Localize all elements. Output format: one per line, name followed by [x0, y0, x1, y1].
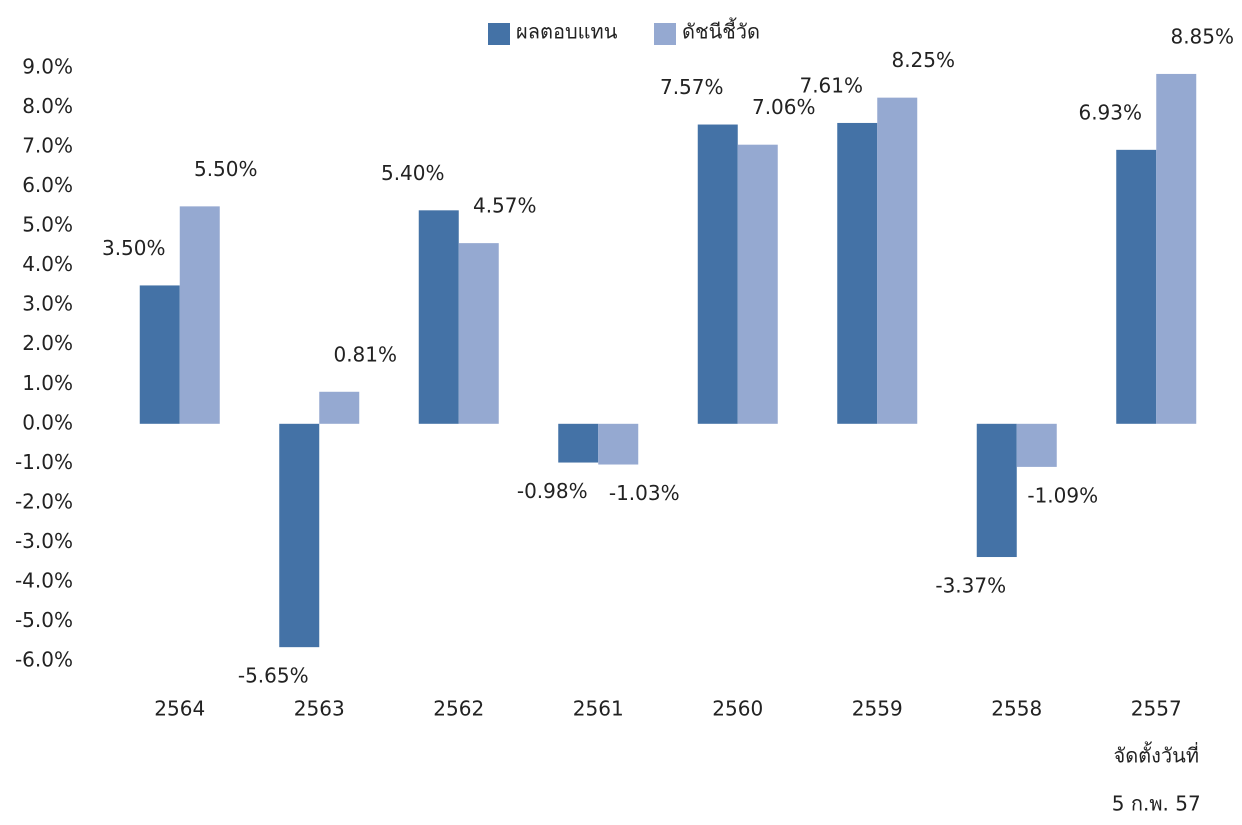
y-tick-label: 2.0%	[22, 331, 73, 355]
y-tick-label: 0.0%	[22, 410, 73, 434]
y-tick-label: -6.0%	[15, 648, 73, 672]
bar	[319, 391, 360, 424]
data-label: 7.61%	[799, 73, 863, 97]
y-tick-label: 4.0%	[22, 252, 73, 276]
x-tick-label: 2561	[573, 697, 624, 721]
x-tick-label: 2559	[852, 697, 903, 721]
y-tick-label: -3.0%	[15, 529, 73, 553]
data-label: 7.57%	[660, 75, 724, 99]
y-tick-label: 3.0%	[22, 292, 73, 316]
y-tick-label: -4.0%	[15, 568, 73, 592]
x-tick-note: จัดตั้งวันที่	[1113, 742, 1199, 768]
bar	[179, 206, 220, 424]
y-tick-label: 7.0%	[22, 134, 73, 158]
x-tick-label: 2563	[294, 697, 345, 721]
data-label: 5.50%	[194, 157, 258, 181]
legend-label: ดัชนีชี้วัด	[682, 18, 760, 44]
data-label: 7.06%	[752, 95, 816, 119]
y-tick-label: 9.0%	[22, 55, 73, 79]
bar	[279, 423, 320, 648]
y-tick-label: -1.0%	[15, 450, 73, 474]
legend-label: ผลตอบแทน	[516, 20, 618, 44]
data-label: 8.25%	[891, 48, 955, 72]
x-tick-label: 2557	[1131, 697, 1182, 721]
legend-swatch	[488, 23, 510, 45]
data-label: -1.09%	[1027, 483, 1098, 507]
bar	[458, 243, 499, 424]
x-tick-label: 2564	[154, 697, 205, 721]
x-tick-label: 2560	[712, 697, 763, 721]
y-tick-label: 5.0%	[22, 213, 73, 237]
bar	[1116, 149, 1157, 424]
y-tick-label: -2.0%	[15, 489, 73, 513]
data-label: -5.65%	[238, 664, 309, 688]
x-tick-label: 2562	[433, 697, 484, 721]
y-tick-label: -5.0%	[15, 608, 73, 632]
data-label: 8.85%	[1170, 24, 1234, 48]
data-label: -1.03%	[609, 481, 680, 505]
bar	[976, 423, 1017, 558]
bar	[139, 285, 180, 424]
x-tick-label: 2558	[991, 697, 1042, 721]
data-label: -0.98%	[517, 479, 588, 503]
data-label: 3.50%	[102, 236, 166, 260]
bar	[877, 97, 918, 424]
y-tick-label: 6.0%	[22, 173, 73, 197]
bar	[737, 144, 778, 424]
bar	[1016, 423, 1057, 467]
bar	[558, 423, 599, 463]
y-tick-label: 8.0%	[22, 94, 73, 118]
data-label: 4.57%	[473, 194, 537, 218]
data-label: 0.81%	[333, 342, 397, 366]
bar	[1156, 73, 1197, 424]
bar	[837, 122, 878, 424]
data-label: -3.37%	[935, 574, 1006, 598]
y-tick-label: 1.0%	[22, 371, 73, 395]
legend-swatch	[654, 23, 676, 45]
x-tick-note: 5 ก.พ. 57	[1112, 792, 1201, 816]
bar	[598, 423, 639, 465]
data-label: 6.93%	[1078, 100, 1142, 124]
bar	[697, 124, 738, 424]
data-label: 5.40%	[381, 161, 445, 185]
bar	[418, 210, 459, 424]
